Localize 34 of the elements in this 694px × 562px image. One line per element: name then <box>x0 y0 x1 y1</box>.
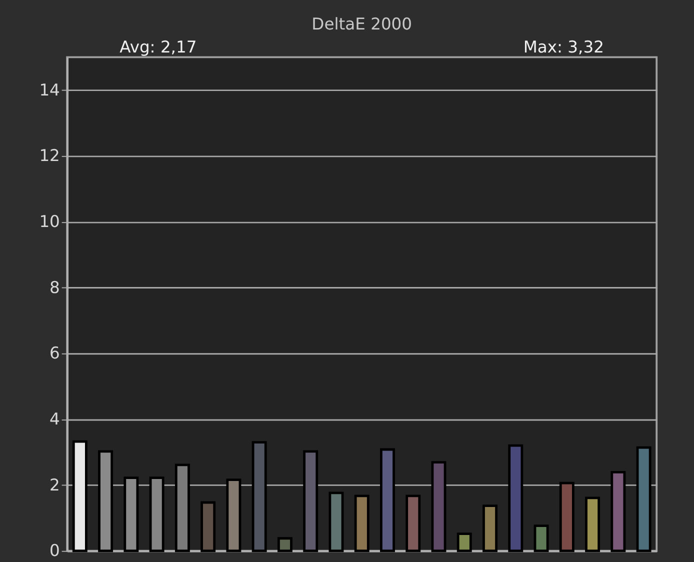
bar <box>98 450 114 552</box>
bar <box>585 496 600 552</box>
bar <box>354 494 370 552</box>
bar <box>226 478 242 552</box>
bar <box>406 494 421 552</box>
text: Max: 3,32 <box>523 37 604 56</box>
bar <box>534 524 549 552</box>
bar <box>610 471 626 552</box>
bar <box>174 464 190 552</box>
bar <box>559 482 574 552</box>
y-tick-label: 6 <box>50 344 60 363</box>
y-tick-label: 4 <box>50 410 60 429</box>
bar <box>200 501 216 552</box>
text: Avg: 2,17 <box>120 37 197 56</box>
bar <box>72 440 88 552</box>
bar <box>303 450 318 552</box>
y-tick-label: 14 <box>39 80 60 100</box>
y-tick-label: 0 <box>50 541 60 560</box>
bar <box>277 537 292 552</box>
bar <box>124 476 139 552</box>
bar <box>431 461 446 552</box>
y-tick-label: 8 <box>50 278 60 297</box>
bar <box>482 504 498 552</box>
bar <box>149 476 164 552</box>
y-tick-label: 12 <box>39 146 60 166</box>
bar <box>380 448 395 552</box>
bar <box>508 444 524 552</box>
y-tick-label: 2 <box>50 475 60 494</box>
chart-title: DeltaE 2000 <box>312 14 412 34</box>
bar <box>636 446 652 552</box>
bar <box>456 532 472 552</box>
y-tick-label: 10 <box>39 212 60 232</box>
bar <box>328 492 344 552</box>
bar <box>252 441 267 552</box>
